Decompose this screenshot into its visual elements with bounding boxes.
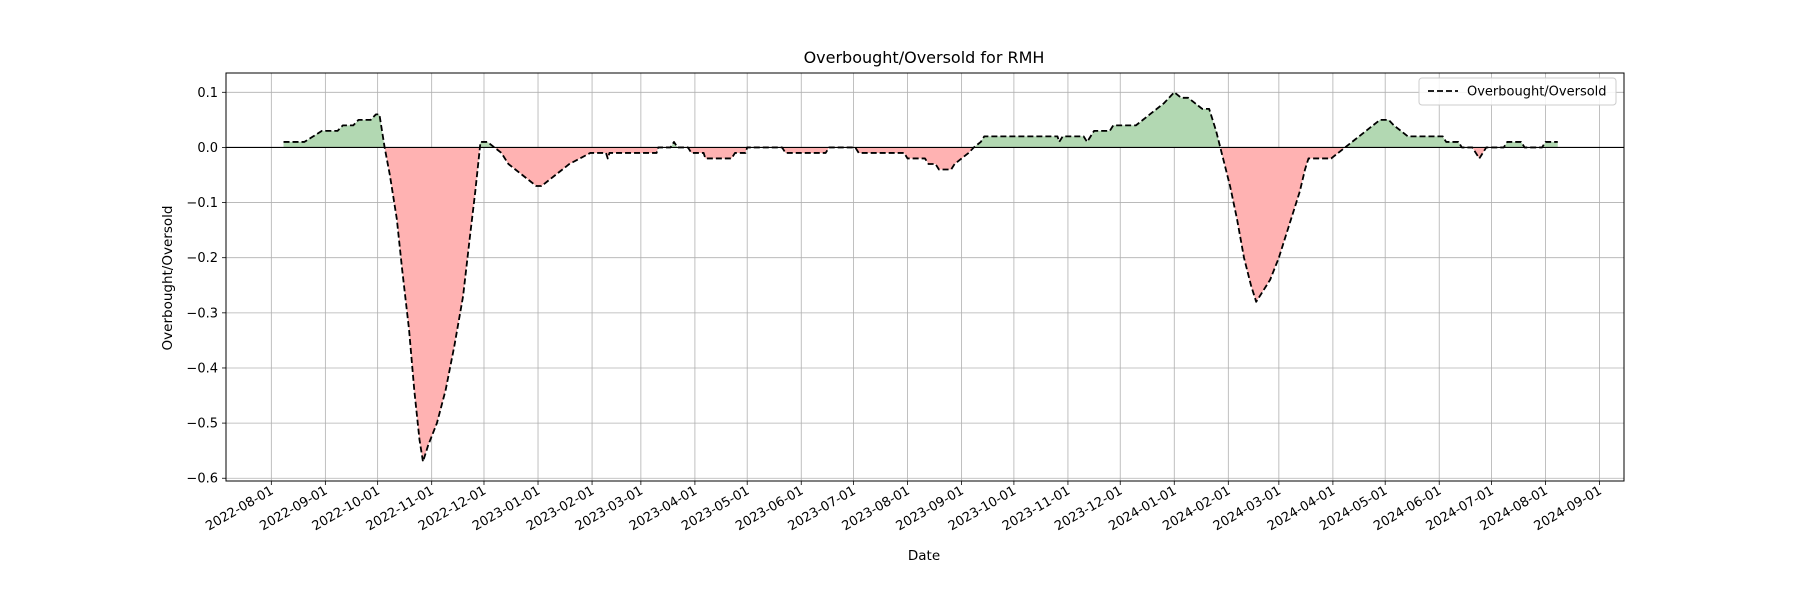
y-tick-label: −0.3 [186, 306, 218, 321]
y-tick-label: −0.2 [186, 251, 218, 266]
chart-title: Overbought/Oversold for RMH [804, 48, 1045, 67]
series-line-overbought-oversold [283, 91, 1558, 463]
y-tick-label: 0.0 [197, 141, 218, 156]
y-tick-label: −0.5 [186, 417, 218, 432]
y-tick-label: −0.4 [186, 361, 218, 376]
legend-box [1418, 77, 1617, 106]
plot-frame [225, 72, 1625, 482]
y-tick-label: −0.6 [186, 472, 218, 487]
y-axis-ticks: 0.1 0.0 −0.1 −0.2 −0.3 −0.4 −0.5 −0.6 [186, 86, 226, 487]
legend-label: Overbought/Oversold [1467, 85, 1607, 100]
legend: Overbought/Oversold [1418, 77, 1617, 106]
fill-layer [283, 92, 1558, 462]
y-tick-label: −0.1 [186, 196, 218, 211]
series-line-layer [283, 91, 1558, 463]
x-axis-label: Date [908, 548, 940, 564]
y-tick-label: 0.1 [197, 86, 218, 101]
overbought-fill-area [283, 92, 1558, 148]
y-axis-label: Overbought/Oversold [160, 206, 176, 351]
